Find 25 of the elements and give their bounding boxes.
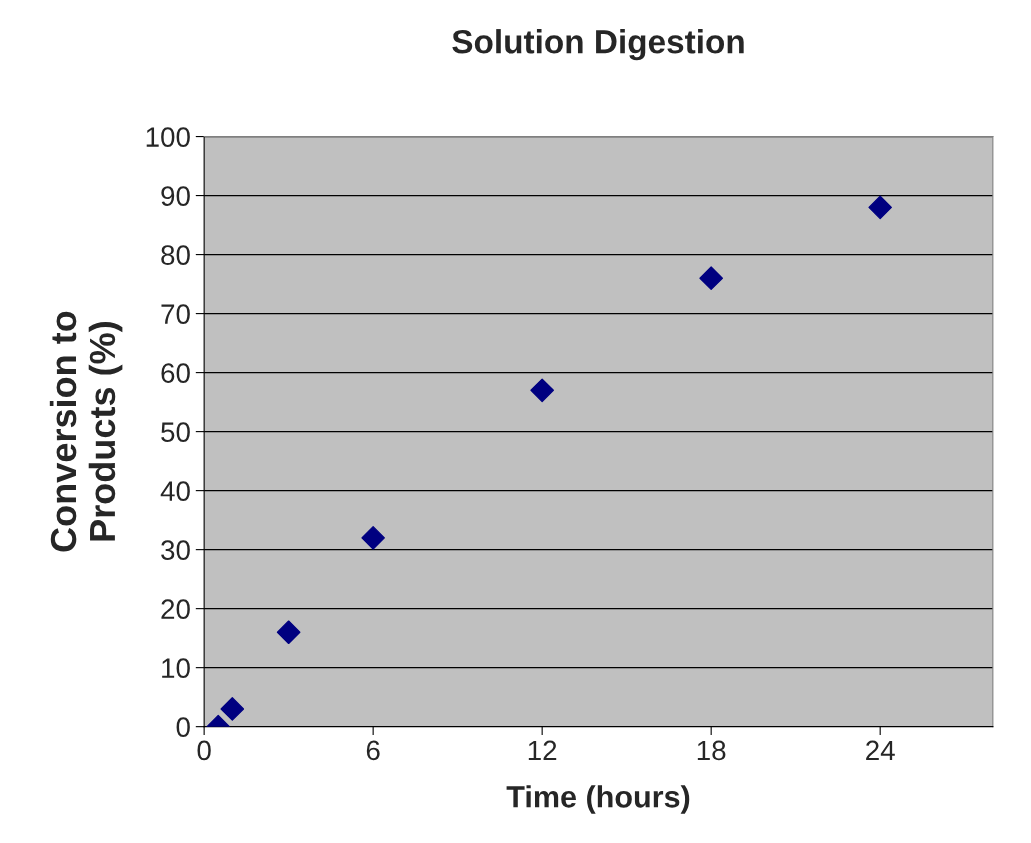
x-tick-label: 12 [528, 740, 557, 760]
y-tick-label: 80 [161, 245, 190, 265]
x-tick-label: 18 [697, 740, 726, 761]
y-tick-label: 50 [161, 422, 190, 442]
point [868, 195, 893, 220]
y-tick-label: 40 [160, 481, 190, 501]
x-tick-label: 24 [866, 740, 895, 760]
y-tick-label: 70 [161, 304, 190, 324]
y-tick-label: 30 [161, 540, 190, 560]
point [361, 526, 385, 550]
point [276, 620, 301, 645]
point [220, 697, 245, 721]
x-tick-label: 0 [197, 740, 211, 761]
point [699, 266, 724, 291]
y-tick-label: 10 [162, 658, 190, 678]
point [530, 378, 554, 403]
chart-title: Solution Digestion [452, 29, 744, 61]
x-tick-label: 6 [366, 740, 380, 761]
y-tick-label: 20 [161, 599, 190, 619]
y-tick-label: 0 [176, 717, 190, 737]
y-axis-title: Conversion to Products (%) [49, 311, 123, 552]
x-axis-title: Time (hours) [506, 785, 690, 814]
y-tick-label: 90 [161, 186, 190, 206]
y-tick-label: 100 [146, 127, 190, 147]
y-tick-label: 60 [161, 363, 190, 383]
